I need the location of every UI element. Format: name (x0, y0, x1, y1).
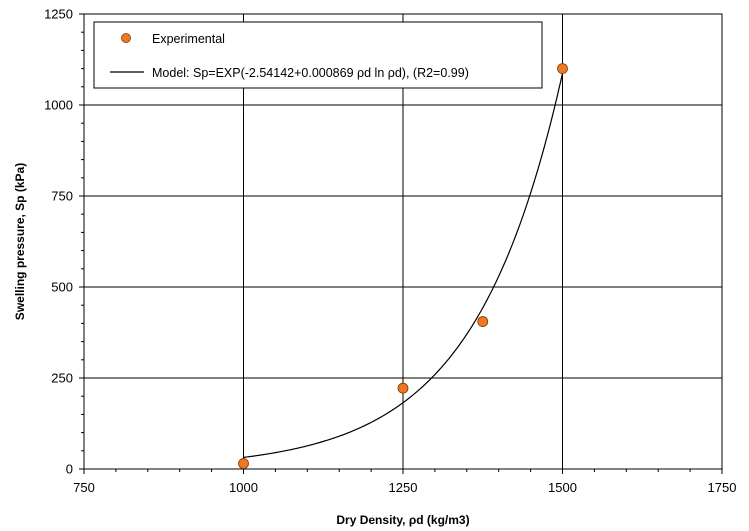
x-tick-label: 1250 (389, 480, 418, 495)
x-tick-label: 1500 (548, 480, 577, 495)
y-tick-label: 750 (51, 189, 73, 204)
experimental-point (238, 458, 249, 469)
legend-box (93, 21, 543, 89)
y-axis: 0 250 500 750 1000 1250 (44, 7, 84, 477)
y-tick-label: 1000 (44, 98, 73, 113)
experimental-point (477, 316, 489, 327)
x-axis: 750 1000 1250 1500 1750 (73, 469, 736, 495)
experimental-point (557, 63, 568, 74)
legend-label-model: Model: Sp=EXP(-2.54142+0.000869 ρd ln ρd… (152, 66, 469, 80)
model-curve (243, 73, 564, 458)
legend-label-experimental: Experimental (152, 32, 225, 46)
y-tick-label: 1250 (44, 7, 73, 22)
experimental-points (238, 63, 568, 469)
x-axis-title: Dry Density, ρd (kg/m3) (336, 513, 469, 527)
x-tick-label: 750 (73, 480, 95, 495)
y-axis-title: Swelling pressure, Sp (kPa) (13, 163, 27, 320)
legend: Experimental Model: Sp=EXP(-2.54142+0.00… (93, 21, 543, 89)
legend-marker-experimental (121, 33, 131, 43)
x-tick-label: 1000 (229, 480, 258, 495)
x-tick-label: 1750 (708, 480, 737, 495)
grid (84, 14, 722, 469)
y-tick-label: 500 (51, 280, 73, 295)
y-tick-label: 250 (51, 371, 73, 386)
experimental-point (397, 382, 409, 394)
y-tick-label: 0 (66, 462, 73, 477)
